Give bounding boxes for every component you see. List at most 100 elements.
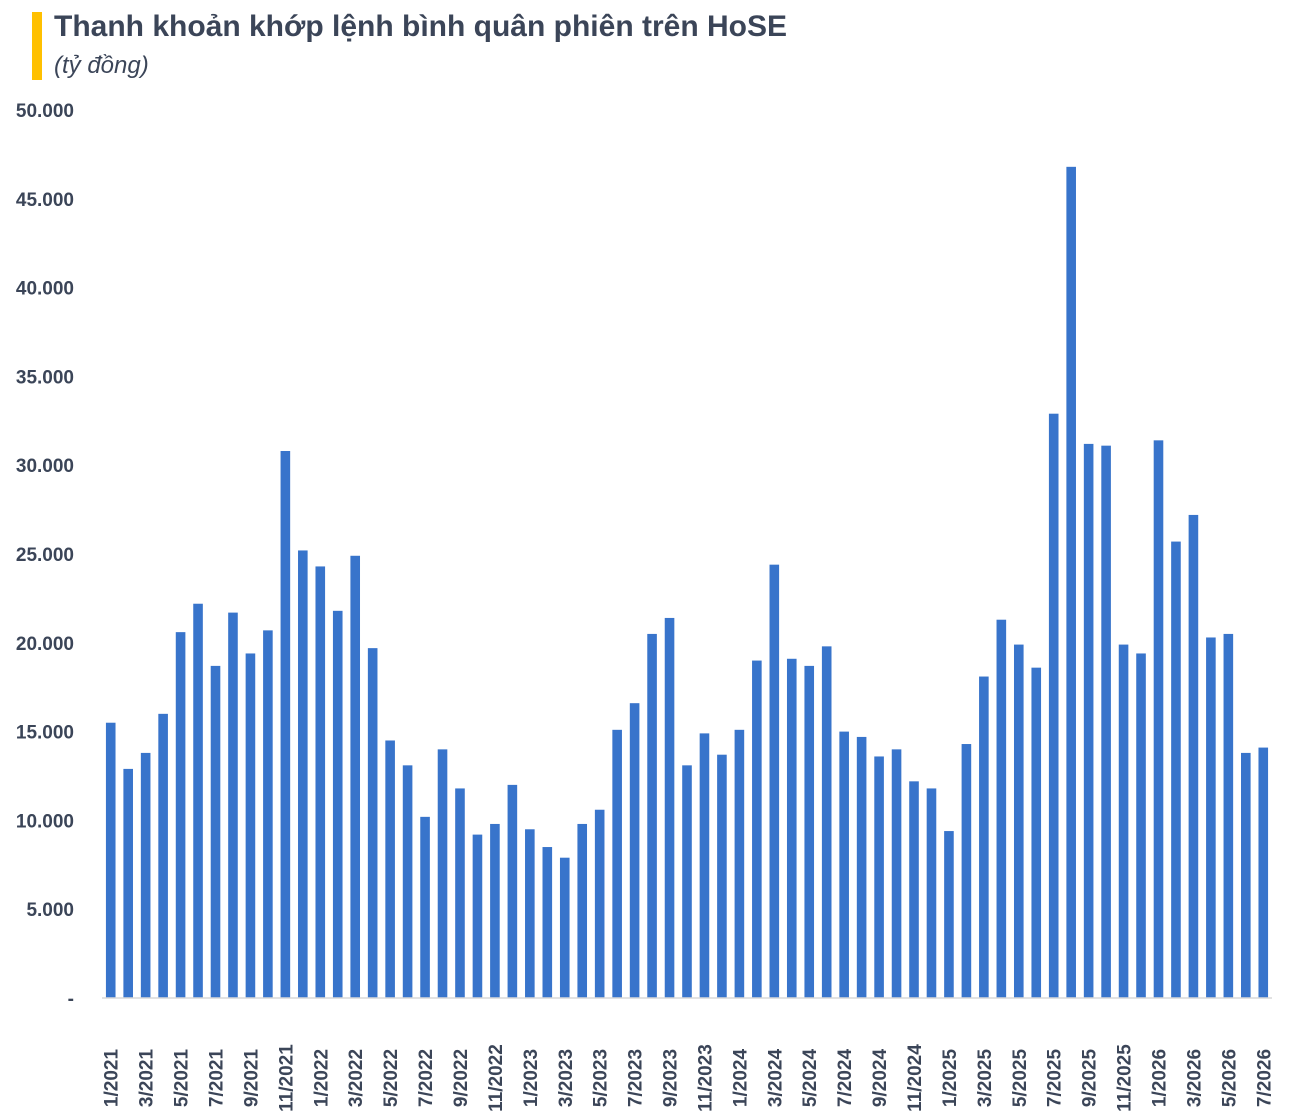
- bar: [1066, 166, 1076, 998]
- bar: [612, 729, 622, 998]
- bar: [193, 603, 203, 998]
- x-tick-label: 11/2021: [276, 1044, 297, 1112]
- bar: [542, 847, 553, 998]
- bar: [1048, 413, 1059, 998]
- x-tick-label: 9/2025: [1080, 1049, 1101, 1108]
- bar: [315, 566, 326, 998]
- bar: [210, 665, 221, 998]
- bar: [926, 788, 937, 998]
- bar: [332, 610, 343, 998]
- bar: [839, 731, 849, 998]
- x-tick-label: 3/2022: [346, 1049, 367, 1107]
- x-tick-label: 1/2022: [311, 1049, 332, 1107]
- x-tick-label: 9/2022: [451, 1049, 472, 1107]
- y-tick-label: 50.000: [16, 101, 74, 122]
- x-tick-label: 5/2026: [1219, 1049, 1240, 1107]
- x-tick-label: 9/2021: [241, 1049, 262, 1108]
- title-accent-bar: [32, 12, 42, 80]
- bar: [158, 713, 168, 998]
- x-tick-label: 11/2025: [1115, 1044, 1136, 1112]
- x-tick-label: 7/2023: [626, 1049, 647, 1107]
- y-tick-label: 25.000: [16, 545, 74, 566]
- bar-series: [105, 166, 1269, 999]
- y-axis: - 5.000 10.000 15.000 20.000 25.000 30.000 35.0…: [16, 101, 74, 1010]
- bar: [1171, 541, 1181, 998]
- bar: [1031, 667, 1042, 998]
- x-tick-label: 1/2025: [940, 1049, 961, 1108]
- bar: [1101, 445, 1111, 998]
- bar: [891, 749, 902, 998]
- x-tick-label: 1/2023: [521, 1049, 542, 1107]
- x-tick-label: 7/2025: [1045, 1049, 1066, 1108]
- bar: [734, 729, 745, 998]
- bar: [245, 653, 256, 998]
- bar: [856, 736, 867, 998]
- bar: [752, 660, 762, 998]
- x-tick-label: 3/2026: [1184, 1049, 1205, 1107]
- bar: [821, 646, 832, 998]
- bar: [490, 823, 500, 998]
- bar: [420, 816, 430, 998]
- y-tick-label: -: [68, 989, 74, 1010]
- x-tick-label: 7/2021: [207, 1049, 228, 1108]
- bar: [1153, 440, 1164, 999]
- bar: [1118, 644, 1129, 998]
- bar: [507, 784, 518, 998]
- x-tick-label: 11/2023: [695, 1044, 716, 1112]
- bar: [979, 676, 989, 998]
- bar: [944, 831, 954, 998]
- x-tick-label: 1/2021: [102, 1049, 123, 1108]
- bar: [105, 722, 116, 998]
- x-tick-label: 11/2024: [905, 1044, 926, 1112]
- bar: [263, 630, 273, 998]
- x-tick-label: 5/2021: [172, 1049, 193, 1108]
- x-tick-label: 5/2023: [591, 1049, 612, 1107]
- bar: [472, 834, 483, 998]
- x-tick-label: 11/2022: [486, 1044, 507, 1112]
- bar: [577, 823, 588, 998]
- bar: [1188, 514, 1199, 998]
- bar: [1136, 653, 1146, 998]
- y-tick-label: 20.000: [16, 634, 74, 655]
- chart-title: Thanh khoản khớp lệnh bình quân phiên tr…: [54, 10, 787, 43]
- x-tick-label: 1/2024: [730, 1049, 751, 1108]
- bar: [909, 781, 919, 998]
- bar: [140, 752, 151, 998]
- bar: [961, 744, 972, 998]
- bar: [280, 450, 291, 998]
- bar: [647, 633, 657, 998]
- x-tick-label: 1/2026: [1149, 1049, 1170, 1107]
- bar: [699, 733, 710, 998]
- y-tick-label: 5.000: [26, 900, 74, 921]
- x-tick-label: 5/2025: [1010, 1049, 1031, 1108]
- bar: [1223, 633, 1234, 998]
- x-tick-label: 9/2023: [661, 1049, 682, 1107]
- bar: [367, 648, 378, 998]
- bar: [175, 632, 186, 998]
- x-tick-label: 3/2023: [556, 1049, 577, 1107]
- bar: [1258, 747, 1269, 998]
- x-axis: 1/2021 3/2021 5/2021 7/2021 9/2021 11/2021 1/2…: [102, 1044, 1276, 1112]
- bar: [594, 809, 605, 998]
- x-tick-label: 7/2024: [835, 1049, 856, 1108]
- bar: [682, 765, 692, 998]
- bar: [1206, 637, 1216, 998]
- x-tick-label: 3/2021: [137, 1049, 158, 1108]
- x-tick-label: 5/2022: [381, 1049, 402, 1107]
- bar: [1241, 752, 1251, 998]
- bar: [385, 740, 395, 998]
- bar: [804, 665, 815, 998]
- x-tick-label: 9/2024: [870, 1049, 891, 1108]
- bar: [228, 612, 238, 998]
- bar: [1013, 644, 1024, 998]
- x-tick-label: 7/2026: [1254, 1049, 1275, 1107]
- y-tick-label: 10.000: [16, 811, 74, 832]
- y-tick-label: 45.000: [16, 190, 74, 211]
- bar: [123, 768, 133, 998]
- bar: [455, 788, 465, 998]
- bar: [1083, 443, 1094, 998]
- bar: [664, 617, 675, 998]
- y-tick-label: 35.000: [16, 367, 74, 388]
- bar: [350, 555, 361, 998]
